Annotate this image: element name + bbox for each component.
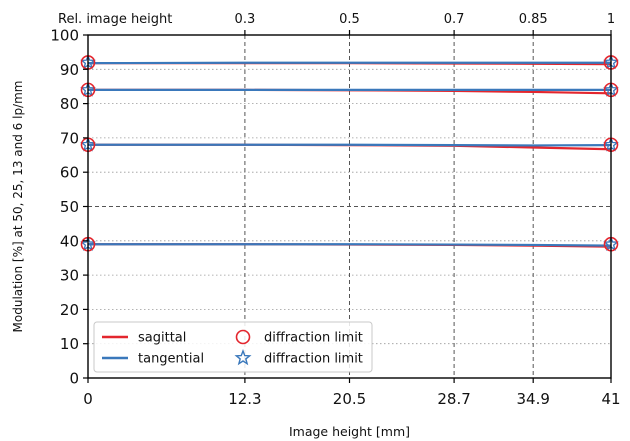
top-tick-label: 0.5 <box>339 12 360 27</box>
y-tick-label: 50 <box>60 198 79 216</box>
legend-box <box>93 321 373 373</box>
y-tick-label: 80 <box>60 95 79 113</box>
top-axis-label: Rel. image height <box>58 12 172 27</box>
y-axis-label: Modulation [%] at 50, 25, 13 and 6 lp/mm <box>11 81 25 333</box>
y-tick-label: 70 <box>60 129 79 147</box>
y-tick-label: 30 <box>60 267 79 285</box>
tangential-line <box>88 143 612 147</box>
y-tick-label: 100 <box>50 27 79 45</box>
y-tick-label: 20 <box>60 301 79 319</box>
grid-lines <box>88 35 611 378</box>
y-tick-label: 60 <box>60 164 79 182</box>
axis-ticks: 0 10 20 30 40 50 60 70 80 90 100 0 12.3 20.5 28.7 34.9 4… <box>50 12 620 408</box>
x-tick-label: 34.9 <box>516 390 549 408</box>
top-tick-label: 1 <box>607 12 615 27</box>
x-tick-label: 12.3 <box>228 390 261 408</box>
top-tick-label: 0.85 <box>519 12 548 27</box>
top-tick-label: 0.3 <box>235 12 256 27</box>
y-tick-label: 0 <box>69 370 79 388</box>
series-lines <box>87 61 612 248</box>
y-tick-label: 40 <box>60 232 79 250</box>
x-tick-label: 20.5 <box>333 390 366 408</box>
x-axis-label: Image height [mm] <box>289 424 410 439</box>
x-tick-label: 41 <box>601 390 620 408</box>
legend-label: diffraction limit <box>264 331 363 346</box>
y-tick-label: 90 <box>60 61 79 79</box>
x-tick-label: 0 <box>83 390 93 408</box>
legend-circle-swatch <box>235 329 251 345</box>
legend-star-swatch <box>234 349 252 366</box>
legend-label: tangential <box>138 352 204 367</box>
legend-label: diffraction limit <box>264 352 363 367</box>
top-tick-label: 0.7 <box>444 12 465 27</box>
y-tick-label: 10 <box>60 335 79 353</box>
legend-label: sagittal <box>138 331 186 346</box>
legend: sagittal tangential diffraction limit diffr… <box>93 321 373 373</box>
tangential-line <box>88 243 612 247</box>
x-tick-label: 28.7 <box>437 390 470 408</box>
